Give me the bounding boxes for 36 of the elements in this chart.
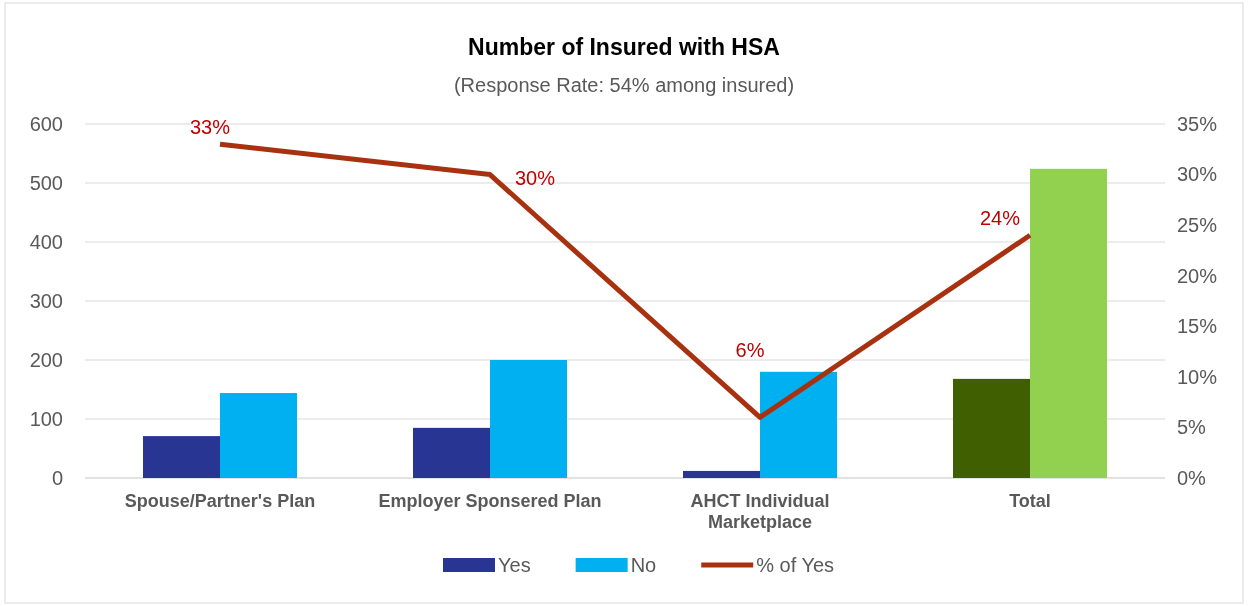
y2-tick-label: 0%: [1177, 466, 1207, 489]
legend-label: % of Yes: [756, 554, 835, 576]
data-label: 30%: [514, 166, 556, 189]
bar: [760, 371, 837, 478]
y-tick-label: 300: [29, 289, 63, 312]
y2-tick-label: 25%: [1177, 214, 1218, 237]
y-tick-label: 100: [29, 407, 63, 430]
x-tick-label: AHCT Individual Marketplace: [690, 490, 830, 533]
y2-tick-label: 15%: [1177, 315, 1218, 338]
bar: [953, 378, 1030, 478]
data-label: 24%: [979, 207, 1021, 230]
x-tick-label: Employer Sponsered Plan: [378, 490, 602, 511]
y2-tick-label: 10%: [1177, 365, 1218, 388]
y2-tick-label: 20%: [1177, 264, 1218, 287]
data-label: 6%: [735, 339, 765, 362]
bar: [1030, 168, 1107, 478]
y-tick-label: 400: [29, 230, 63, 253]
legend-label: Yes: [498, 554, 531, 576]
bar: [490, 360, 567, 478]
data-label: 33%: [189, 116, 231, 139]
y2-tick-label: 35%: [1177, 112, 1218, 135]
bar: [413, 427, 490, 478]
y-tick-label: 200: [29, 348, 63, 371]
y-tick-label: 600: [29, 112, 63, 135]
chart-title: Number of Insured with HSA: [468, 34, 780, 60]
chart-subtitle: (Response Rate: 54% among insured): [453, 74, 795, 96]
y2-tick-label: 30%: [1177, 163, 1218, 186]
y-tick-label: 500: [29, 171, 63, 194]
x-tick-label: Spouse/Partner's Plan: [124, 490, 316, 511]
x-tick-label: Total: [1009, 490, 1051, 511]
bar: [143, 436, 220, 478]
bar: [220, 393, 297, 478]
y-tick-label: 0: [51, 466, 63, 489]
y2-tick-label: 5%: [1177, 416, 1207, 439]
bar: [683, 470, 760, 478]
legend-label: No: [630, 554, 657, 576]
